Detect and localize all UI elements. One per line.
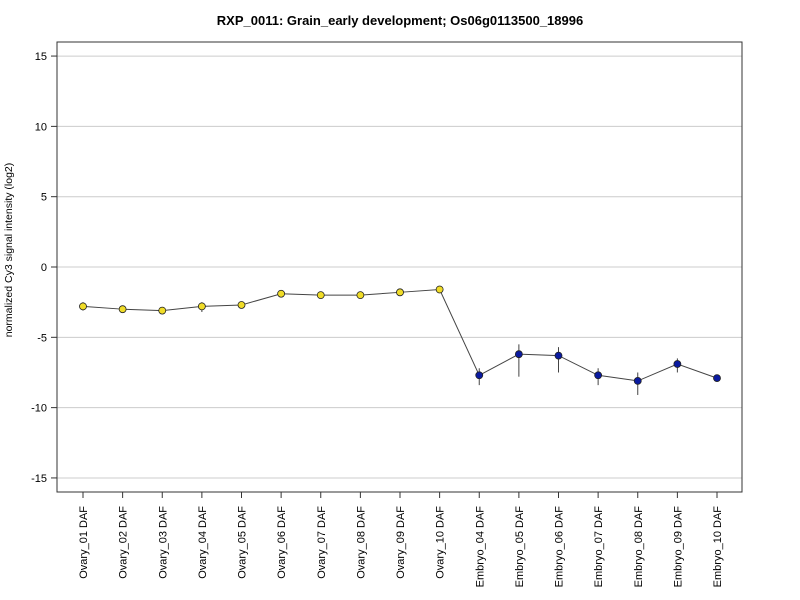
data-point bbox=[475, 371, 484, 380]
y-tick-label: 5 bbox=[41, 192, 47, 204]
data-point bbox=[197, 302, 206, 311]
x-tick-label: Ovary_09 DAF bbox=[395, 506, 407, 579]
data-point bbox=[673, 360, 682, 368]
grid-layer bbox=[57, 55, 742, 479]
y-axis-label: normalized Cy3 signal intensity (log2) bbox=[3, 163, 15, 338]
series-line bbox=[82, 288, 718, 382]
y-tick-label: -15 bbox=[31, 473, 47, 485]
x-tick-label: Embryo_05 DAF bbox=[514, 506, 526, 588]
chart-title: RXP_0011: Grain_early development; Os06g… bbox=[216, 13, 584, 28]
y-tick-label: -5 bbox=[37, 332, 47, 344]
x-tick-label: Embryo_09 DAF bbox=[672, 506, 684, 588]
x-tick-label: Ovary_08 DAF bbox=[355, 506, 367, 579]
data-point bbox=[277, 289, 286, 298]
y-tick-label: 0 bbox=[41, 262, 47, 274]
x-tick-label: Embryo_04 DAF bbox=[474, 506, 486, 588]
series-layer bbox=[79, 285, 721, 395]
data-point bbox=[514, 350, 523, 359]
data-point bbox=[713, 374, 721, 382]
data-point bbox=[79, 302, 87, 311]
data-point bbox=[118, 305, 127, 314]
axis-layer: -15 -10 -5 0 5 10 15 Ovary_01 DAF Ovary_02 DAF Ov… bbox=[31, 41, 743, 588]
x-tick-label: Ovary_03 DAF bbox=[157, 506, 169, 579]
x-tick-label: Embryo_10 DAF bbox=[712, 506, 724, 588]
x-tick-label: Ovary_02 DAF bbox=[118, 506, 130, 579]
data-point bbox=[435, 285, 444, 294]
x-tick-label: Ovary_05 DAF bbox=[237, 506, 249, 579]
x-tick-label: Embryo_06 DAF bbox=[554, 506, 566, 588]
x-tick-label: Embryo_08 DAF bbox=[633, 506, 645, 588]
y-tick-label: 10 bbox=[35, 121, 47, 133]
data-point bbox=[356, 291, 365, 300]
x-tick-label: Embryo_07 DAF bbox=[593, 506, 605, 588]
x-tick-label: Ovary_04 DAF bbox=[197, 506, 209, 579]
data-point bbox=[633, 377, 642, 385]
x-tick-label: Ovary_07 DAF bbox=[316, 506, 328, 579]
x-tick-label: Ovary_10 DAF bbox=[435, 506, 447, 579]
data-point bbox=[158, 306, 167, 315]
y-tick-label: -10 bbox=[31, 403, 47, 415]
y-tick-label: 15 bbox=[35, 51, 47, 63]
x-tick-label: Ovary_01 DAF bbox=[78, 506, 90, 579]
data-point bbox=[316, 291, 325, 300]
data-point bbox=[396, 288, 404, 297]
data-point bbox=[554, 351, 563, 360]
data-point bbox=[237, 301, 246, 309]
data-point bbox=[594, 371, 603, 380]
x-tick-label: Ovary_06 DAF bbox=[276, 506, 288, 579]
